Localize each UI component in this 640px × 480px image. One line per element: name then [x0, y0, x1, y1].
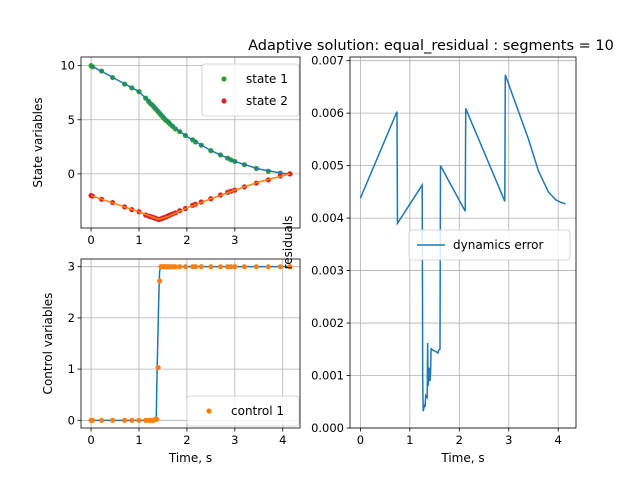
legend-box [408, 229, 571, 261]
y-tick-label: 0.004 [311, 211, 344, 225]
legend-marker-swatch [221, 76, 227, 82]
controls-legend: control 1 [186, 395, 300, 427]
controls-x-axis-label: Time, s [168, 451, 212, 465]
controls-y-axis-label: Control variables [41, 293, 55, 395]
control-1-point [154, 416, 160, 422]
x-tick-label: 3 [505, 433, 512, 447]
y-tick-label: 1 [68, 362, 75, 376]
control-1-point [287, 264, 293, 270]
states-legend: state 1 state 2 [201, 63, 300, 117]
legend-label: control 1 [231, 404, 284, 418]
legend-label: state 1 [246, 72, 288, 86]
x-tick-label: 1 [406, 433, 413, 447]
control-1-point [277, 264, 283, 270]
figure-title: Adaptive solution: equal_residual : segm… [248, 38, 614, 54]
control-1-point [155, 364, 161, 371]
residuals-legend: dynamics error [408, 229, 571, 261]
control-1-point [192, 264, 199, 270]
legend-label: state 2 [246, 94, 288, 108]
legend-label: dynamics error [453, 238, 543, 252]
x-tick-label: 0 [87, 233, 94, 247]
states-plot: 0 1 2 3 0 5 10 State variables state 1 state 2 [31, 56, 301, 247]
control-1-point [232, 264, 238, 270]
control-1-point [136, 417, 142, 423]
residuals-y-axis-label: residuals [281, 216, 295, 270]
x-tick-label: 3 [231, 433, 238, 447]
residuals-plot: 0 1 2 3 4 0.000 0.001 0.002 0.003 0.004 0.005 0.006… [281, 54, 577, 465]
x-tick-label: 2 [456, 433, 463, 447]
control-1-point [241, 264, 248, 270]
control-1-point [89, 417, 96, 423]
y-tick-label: 0.005 [311, 159, 344, 173]
x-tick-label: 0 [357, 433, 364, 447]
y-tick-label: 0 [68, 413, 75, 427]
control-1-point [156, 278, 163, 284]
control-1-point [208, 264, 214, 270]
control-1-point [99, 417, 105, 423]
x-tick-label: 1 [135, 233, 142, 247]
residuals-x-axis-label: Time, s [440, 451, 484, 465]
dynamics-error-line [359, 74, 566, 412]
x-tick-label: 3 [231, 233, 238, 247]
control-1-point [228, 264, 234, 270]
control-1-point [122, 417, 128, 423]
residuals-series-group [359, 74, 566, 412]
x-tick-label: 0 [87, 433, 94, 447]
y-tick-label: 3 [68, 260, 75, 274]
y-tick-label: 0.001 [311, 369, 344, 383]
controls-series-group [88, 264, 293, 423]
y-tick-label: 0.002 [311, 316, 344, 330]
control-1-point [110, 417, 116, 423]
states-fit-line [90, 65, 290, 175]
y-tick-label: 0.007 [311, 54, 344, 68]
x-tick-label: 4 [555, 433, 562, 447]
legend-box [186, 395, 300, 427]
x-tick-label: 1 [135, 433, 142, 447]
y-tick-label: 0.006 [311, 106, 344, 120]
control-1-point [129, 417, 135, 423]
x-tick-label: 2 [183, 233, 190, 247]
y-tick-label: 0.000 [311, 421, 344, 435]
states-y-axis-label: State variables [31, 97, 45, 187]
control-1-point [177, 264, 183, 270]
states-fit-line [90, 173, 291, 221]
x-tick-label: 2 [183, 433, 190, 447]
controls-plot: 0 1 2 3 4 0 1 2 3 Time, s Control variables control… [41, 258, 301, 465]
legend-box [201, 63, 300, 117]
y-tick-label: 0.003 [311, 264, 344, 278]
control-1-point [172, 264, 179, 270]
residuals-axes-frame [349, 56, 577, 429]
y-tick-label: 2 [68, 311, 75, 325]
control-1-point [253, 264, 259, 270]
legend-marker-swatch [221, 98, 227, 104]
control-1-point [217, 264, 224, 270]
x-tick-label: 4 [279, 433, 286, 447]
y-tick-label: 5 [68, 113, 75, 127]
control-1-point [198, 264, 204, 270]
states-series-group [88, 63, 293, 222]
legend-marker-swatch [206, 408, 212, 414]
y-tick-label: 0 [68, 167, 75, 181]
control-1-point [182, 264, 189, 270]
controls-axes-frame [80, 258, 301, 429]
control-1-point [265, 264, 271, 270]
y-tick-label: 10 [60, 59, 75, 73]
states-axes-frame [80, 56, 301, 229]
